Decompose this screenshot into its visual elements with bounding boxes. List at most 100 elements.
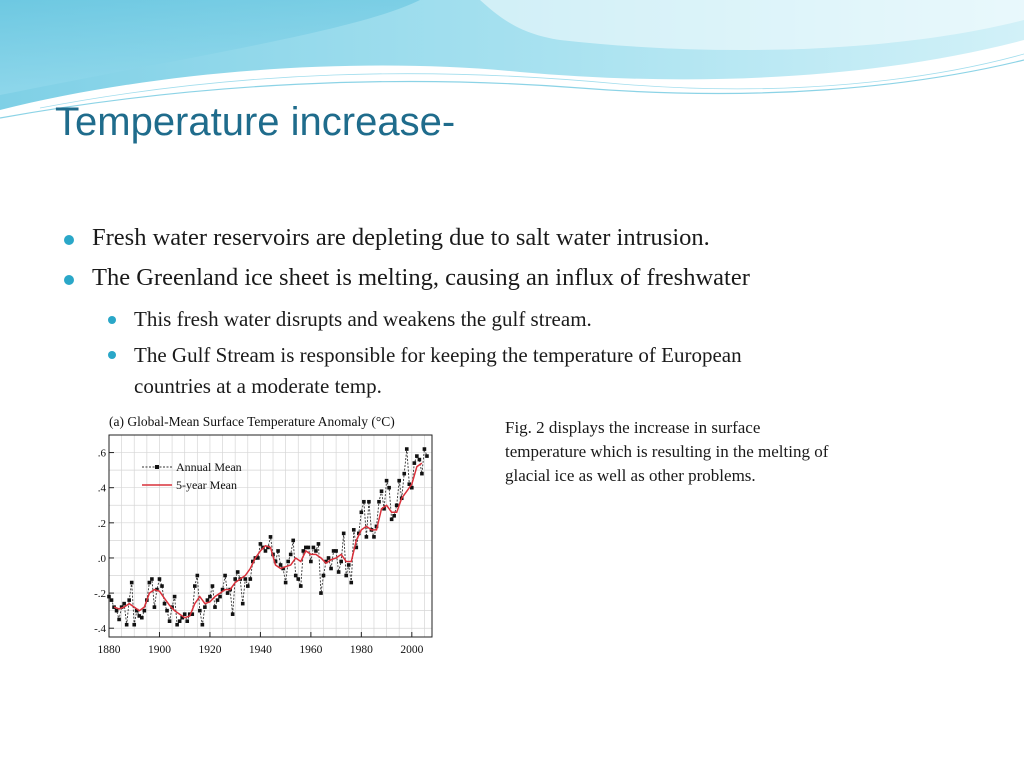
annual-mean-point xyxy=(324,559,328,564)
annual-mean-point xyxy=(331,549,336,553)
annual-mean-point xyxy=(281,566,285,571)
sub-bullet-dot-icon xyxy=(108,316,116,324)
y-tick-label: .0 xyxy=(98,553,107,565)
annual-mean-point xyxy=(349,580,354,585)
annual-mean-point xyxy=(142,608,147,613)
annual-mean-point xyxy=(404,447,409,451)
annual-mean-point xyxy=(291,538,296,543)
annual-mean-point xyxy=(415,454,419,458)
annual-mean-point xyxy=(321,573,326,578)
annual-mean-point xyxy=(341,531,346,536)
annual-mean-point xyxy=(346,563,351,567)
temperature-anomaly-chart: (a) Global-Mean Surface Temperature Anom… xyxy=(87,403,459,673)
annual-mean-point xyxy=(251,559,255,564)
annual-mean-point xyxy=(422,447,427,451)
annual-mean-point xyxy=(397,478,401,483)
annual-mean-point xyxy=(394,503,399,508)
annual-mean-point xyxy=(301,549,306,553)
annual-mean-point xyxy=(167,619,172,623)
annual-mean-point xyxy=(157,577,162,581)
annual-mean-point xyxy=(392,514,396,518)
legend-five-year-label: 5-year Mean xyxy=(176,478,237,492)
annual-mean-point xyxy=(220,587,225,592)
annual-mean-point xyxy=(160,584,164,588)
annual-mean-point xyxy=(162,601,167,606)
annual-mean-point xyxy=(114,608,119,613)
annual-mean-point xyxy=(387,485,391,490)
annual-mean-point xyxy=(198,608,202,613)
y-tick-label: -.2 xyxy=(94,588,106,600)
x-tick-label: 1980 xyxy=(350,644,373,656)
annual-mean-point xyxy=(190,612,195,616)
annual-mean-point xyxy=(256,556,260,560)
annual-mean-point xyxy=(205,598,210,602)
five-year-mean-line xyxy=(113,462,423,619)
x-tick-label: 1880 xyxy=(98,644,121,656)
sub-bullet-dot-icon xyxy=(108,351,116,359)
annual-mean-point xyxy=(240,601,245,606)
annual-mean-point xyxy=(119,605,124,609)
y-tick-label: .4 xyxy=(98,483,107,495)
legend-annual-label: Annual Mean xyxy=(176,460,242,474)
annual-mean-point xyxy=(175,622,179,627)
annual-mean-point xyxy=(314,549,318,553)
x-tick-label: 1900 xyxy=(148,644,171,656)
annual-mean-point xyxy=(304,545,308,550)
annual-mean-point xyxy=(155,587,159,592)
bullet-dot-icon xyxy=(64,235,74,245)
annual-mean-point xyxy=(182,612,187,616)
annual-mean-point xyxy=(117,617,121,622)
annual-mean-point xyxy=(273,559,278,564)
annual-mean-point xyxy=(268,535,273,539)
bullet-item: Fresh water reservoirs are depleting due… xyxy=(92,224,710,251)
annual-mean-point xyxy=(336,570,341,574)
annual-mean-point xyxy=(180,615,184,620)
annual-mean-point xyxy=(425,454,429,458)
annual-mean-point xyxy=(362,499,366,504)
annual-mean-point xyxy=(367,499,371,504)
annual-mean-point xyxy=(134,608,139,613)
annual-mean-point xyxy=(208,594,212,599)
annual-mean-point xyxy=(258,542,263,546)
annual-mean-point xyxy=(147,580,152,585)
annual-mean-point xyxy=(389,517,394,522)
annual-mean-point xyxy=(359,510,364,515)
annual-mean-point xyxy=(309,559,313,564)
sub-bullet-item: This fresh water disrupts and weakens th… xyxy=(134,307,592,331)
annual-mean-point xyxy=(235,570,240,574)
annual-mean-point xyxy=(195,573,200,578)
annual-mean-point xyxy=(288,552,293,557)
sub-bullet-line: The Gulf Stream is responsible for keepi… xyxy=(134,343,742,367)
annual-mean-point xyxy=(354,545,359,550)
annual-mean-point xyxy=(263,549,268,553)
annual-mean-point xyxy=(374,524,379,529)
annual-mean-point xyxy=(339,559,343,564)
annual-mean-point xyxy=(410,485,414,490)
bullet-item: The Greenland ice sheet is melting, caus… xyxy=(92,264,750,291)
annual-mean-point xyxy=(109,598,114,602)
annual-mean-point xyxy=(412,461,417,465)
figure-caption: Fig. 2 displays the increase in surface … xyxy=(505,418,829,485)
annual-mean-point xyxy=(306,545,311,550)
annual-mean-point xyxy=(377,499,381,504)
annual-mean-point xyxy=(296,577,301,581)
annual-mean-point xyxy=(165,608,169,613)
x-tick-label: 1960 xyxy=(299,644,322,656)
annual-mean-point xyxy=(129,580,134,585)
annual-mean-point xyxy=(283,580,288,585)
annual-mean-point xyxy=(225,591,230,595)
annual-mean-point xyxy=(122,601,126,606)
annual-mean-point xyxy=(140,615,144,620)
annual-mean-point xyxy=(334,549,338,553)
annual-mean-point xyxy=(417,457,422,462)
annual-mean-point xyxy=(326,556,331,560)
annual-mean-point xyxy=(203,605,207,609)
annual-mean-point xyxy=(233,577,237,581)
annual-mean-point xyxy=(298,584,303,588)
annual-mean-point xyxy=(382,506,386,511)
y-tick-label: .2 xyxy=(98,518,106,530)
annual-mean-point xyxy=(223,573,227,578)
y-tick-label: .6 xyxy=(98,448,107,460)
annual-mean-point xyxy=(152,605,157,609)
annual-mean-point xyxy=(150,577,154,581)
